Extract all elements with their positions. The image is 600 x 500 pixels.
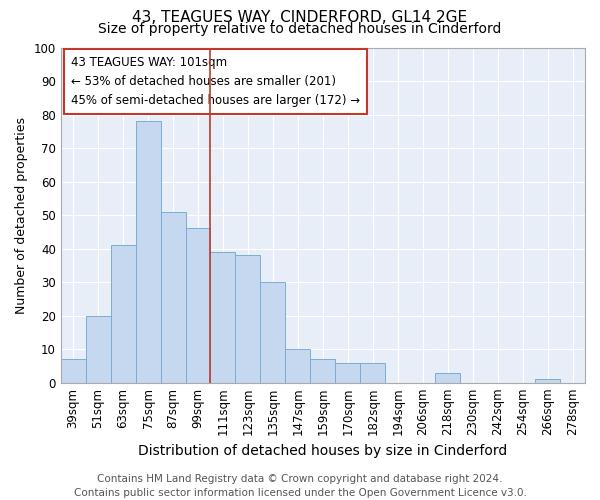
Y-axis label: Number of detached properties: Number of detached properties: [15, 116, 28, 314]
Bar: [110, 246, 136, 382]
Bar: [360, 362, 385, 382]
Text: Contains HM Land Registry data © Crown copyright and database right 2024.
Contai: Contains HM Land Registry data © Crown c…: [74, 474, 526, 498]
Bar: [185, 228, 211, 382]
Bar: [86, 316, 110, 382]
Bar: [260, 282, 286, 382]
Text: 43 TEAGUES WAY: 101sqm
← 53% of detached houses are smaller (201)
45% of semi-de: 43 TEAGUES WAY: 101sqm ← 53% of detached…: [71, 56, 360, 107]
Bar: [435, 372, 460, 382]
Bar: [535, 380, 560, 382]
Bar: [310, 359, 335, 382]
Bar: [286, 349, 310, 382]
Text: 43, TEAGUES WAY, CINDERFORD, GL14 2GE: 43, TEAGUES WAY, CINDERFORD, GL14 2GE: [133, 10, 467, 25]
Text: Size of property relative to detached houses in Cinderford: Size of property relative to detached ho…: [98, 22, 502, 36]
Bar: [335, 362, 360, 382]
Bar: [235, 256, 260, 382]
Bar: [161, 212, 185, 382]
X-axis label: Distribution of detached houses by size in Cinderford: Distribution of detached houses by size …: [138, 444, 508, 458]
Bar: [61, 359, 86, 382]
Bar: [136, 121, 161, 382]
Bar: [211, 252, 235, 382]
